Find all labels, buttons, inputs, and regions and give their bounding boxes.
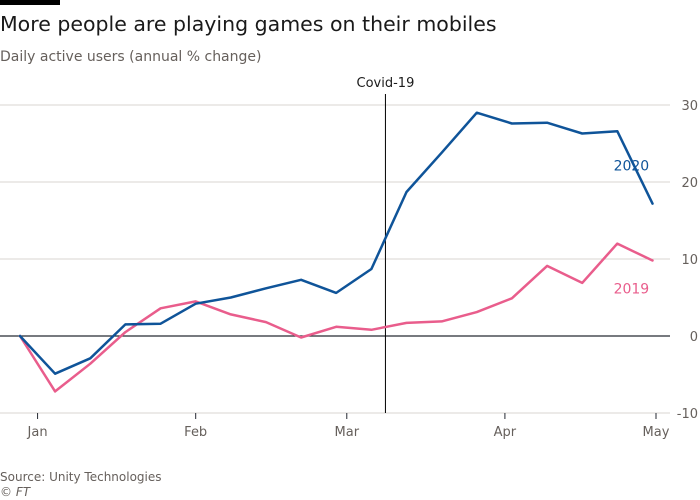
x-tick-label: Apr bbox=[494, 425, 517, 440]
y-tick-label: 10 bbox=[681, 253, 698, 268]
series-line-2019 bbox=[18, 242, 654, 393]
series-line-2020 bbox=[18, 111, 654, 375]
covid-annotation: Covid-19 bbox=[357, 76, 415, 413]
x-tick-label: Jan bbox=[27, 425, 48, 440]
y-tick-label: 0 bbox=[690, 330, 698, 345]
x-tick-label: May bbox=[643, 425, 670, 440]
line-chart: -10 0 10 20 30 Jan Feb Mar Apr May Covid-19 2020… bbox=[0, 76, 698, 440]
series-labels: 2020 2019 bbox=[614, 158, 650, 297]
y-tick-label: -10 bbox=[677, 407, 698, 422]
header-rule bbox=[0, 0, 60, 5]
ft-credit: © FT bbox=[0, 485, 31, 499]
y-tick-label: 30 bbox=[681, 99, 698, 114]
grid: -10 0 10 20 30 bbox=[0, 99, 698, 422]
x-axis: Jan Feb Mar Apr May bbox=[27, 413, 670, 440]
chart-title: More people are playing games on their m… bbox=[0, 12, 497, 36]
series bbox=[18, 111, 654, 393]
series-label-2020: 2020 bbox=[614, 158, 650, 174]
source-note: Source: Unity Technologies bbox=[0, 470, 162, 484]
x-tick-label: Feb bbox=[184, 425, 207, 440]
series-label-2019: 2019 bbox=[614, 282, 650, 298]
chart-subtitle: Daily active users (annual % change) bbox=[0, 49, 262, 65]
y-tick-label: 20 bbox=[681, 176, 698, 191]
covid-label: Covid-19 bbox=[357, 76, 415, 91]
x-tick-label: Mar bbox=[335, 425, 360, 440]
